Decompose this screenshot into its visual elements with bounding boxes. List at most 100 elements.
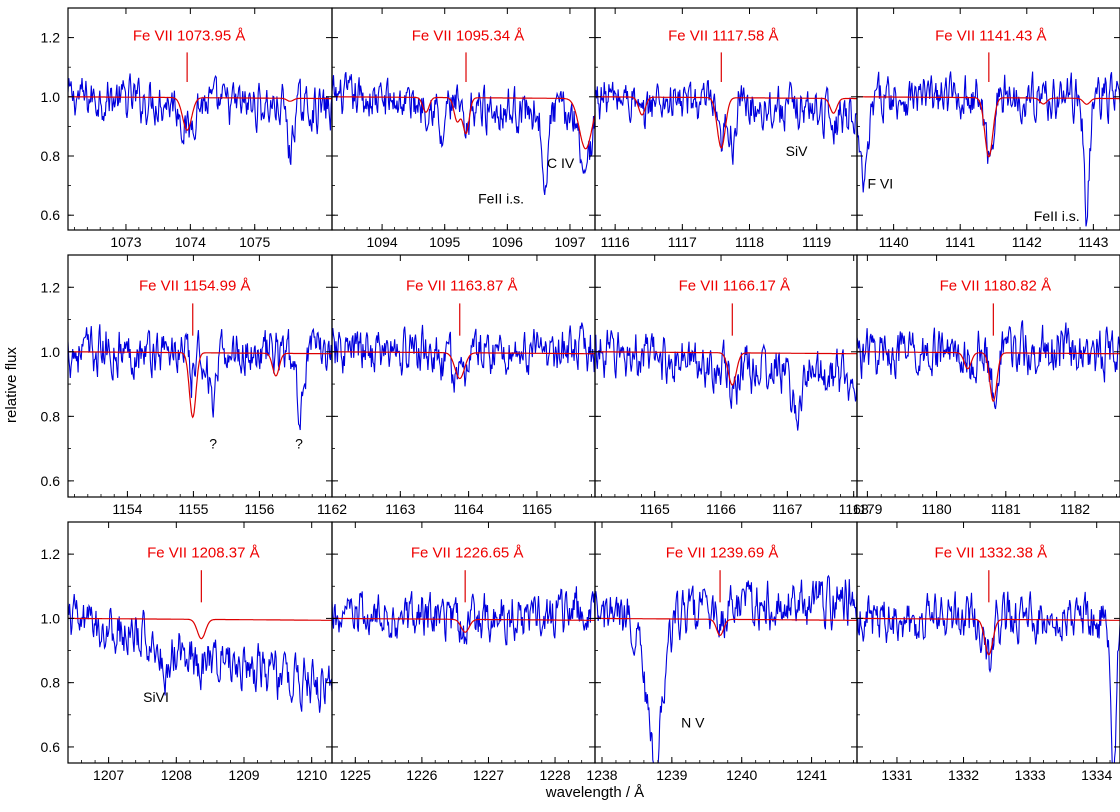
x-tick-label-5-1: 1154 <box>112 501 142 517</box>
x-tick-label-3-2: 1117 <box>668 234 697 250</box>
x-tick-label-8-3: 1181 <box>991 501 1021 517</box>
panel-title-11: Fe VII 1239.69 Å <box>666 544 779 561</box>
x-tick-label-2-4: 1097 <box>554 234 585 250</box>
model-spectrum-line-12 <box>857 617 1120 656</box>
panel-6: Fe VII 1163.87 Å 1162 1163 1164 1165 <box>317 254 596 517</box>
panel-10: Fe VII 1226.65 Å 1225 1226 1227 1228 <box>331 521 596 783</box>
panel-2: Fe VII 1095.34 Å C IV FeII i.s. 1094 1095 109… <box>331 7 596 250</box>
panel-title-6: Fe VII 1163.87 Å <box>406 277 517 294</box>
x-tick-label-5-2: 1155 <box>178 501 208 517</box>
model-spectrum-line-8 <box>857 351 1120 402</box>
model-spectrum-line-9 <box>68 617 332 640</box>
panel-5: Fe VII 1154.99 Å? ? 1154 1155 1156 0.6 0.8 1.0 1… <box>41 254 333 517</box>
panel-frame-8 <box>856 254 1120 498</box>
x-tick-label-7-2: 1166 <box>706 501 736 517</box>
model-spectrum-line-1 <box>68 96 332 131</box>
x-tick-label-10-3: 1227 <box>473 767 504 783</box>
x-tick-label-6-1: 1162 <box>317 501 347 517</box>
observed-spectrum-line-9 <box>68 593 332 713</box>
x-tick-label-9-3: 1209 <box>228 767 259 783</box>
x-tick-label-9-1: 1207 <box>93 767 124 783</box>
x-tick-label-6-4: 1165 <box>522 501 552 517</box>
observed-spectrum-line-10 <box>332 586 595 646</box>
model-spectrum-line-5 <box>68 351 332 419</box>
panel-title-12: Fe VII 1332.38 Å <box>935 544 1048 561</box>
panel-title-4: Fe VII 1141.43 Å <box>935 28 1046 45</box>
x-tick-label-5-3: 1156 <box>244 501 274 517</box>
panel-title-9: Fe VII 1208.37 Å <box>147 544 260 561</box>
x-tick-label-4-4: 1143 <box>1078 234 1108 250</box>
panel-title-1: Fe VII 1073.95 Å <box>133 28 246 45</box>
x-tick-label-12-3: 1333 <box>1015 767 1046 783</box>
panel-title-5: Fe VII 1154.99 Å <box>139 277 250 294</box>
x-tick-label-10-4: 1228 <box>539 767 570 783</box>
panel-3: Fe VII 1117.58 Å SiV 1116 1117 1118 1119 <box>594 7 858 250</box>
panel-12: Fe VII 1332.38 Å 1331 1332 1333 1334 <box>856 521 1120 783</box>
y-tick-label-3-1: 0.6 <box>41 739 61 755</box>
annotation-3-1: SiV <box>786 143 808 159</box>
annotation-5-2: ? <box>295 436 303 452</box>
annotation-11-1: N V <box>681 715 705 731</box>
x-tick-label-1-1: 1073 <box>110 234 141 250</box>
x-axis-label: wavelength / Å <box>545 784 644 801</box>
panel-title-2: Fe VII 1095.34 Å <box>412 28 525 45</box>
x-tick-label-10-1: 1225 <box>340 767 371 783</box>
x-tick-label-9-4: 1210 <box>296 767 327 783</box>
x-tick-label-11-3: 1240 <box>726 767 757 783</box>
y-tick-label-1-4: 1.2 <box>41 30 61 46</box>
x-tick-label-12-1: 1331 <box>881 767 912 783</box>
observed-spectrum-line-1 <box>68 73 332 165</box>
annotation-9-1: SiVI <box>143 689 169 705</box>
annotation-4-2: FeII i.s. <box>1034 208 1080 224</box>
y-tick-label-2-3: 1.0 <box>41 344 61 360</box>
x-tick-label-8-2: 1180 <box>922 501 952 517</box>
x-tick-label-3-4: 1119 <box>802 234 831 250</box>
observed-spectrum-line-11 <box>595 574 857 763</box>
x-tick-label-11-1: 1238 <box>586 767 617 783</box>
x-tick-label-4-1: 1140 <box>879 234 909 250</box>
panel-11: Fe VII 1239.69 Å N V 1238 1239 1240 1241 <box>586 521 858 783</box>
panel-9: Fe VII 1208.37 Å SiVI 1207 1208 1209 1210 0.6 0… <box>41 521 333 783</box>
y-tick-label-2-2: 0.8 <box>41 408 61 424</box>
x-tick-label-6-3: 1164 <box>454 501 484 517</box>
x-tick-label-7-4: 1168 <box>839 501 869 517</box>
observed-spectrum-line-7 <box>595 329 857 431</box>
annotation-2-2: FeII i.s. <box>478 190 524 206</box>
y-axis-label: relative flux <box>3 347 20 423</box>
y-tick-label-1-2: 0.8 <box>41 148 61 164</box>
model-spectrum-line-3 <box>595 96 857 149</box>
panel-title-8: Fe VII 1180.82 Å <box>940 277 1051 294</box>
x-tick-label-3-3: 1118 <box>735 234 764 250</box>
x-tick-label-11-4: 1241 <box>796 767 827 783</box>
x-tick-label-12-4: 1334 <box>1081 767 1112 783</box>
y-tick-label-1-1: 0.6 <box>41 207 61 223</box>
panel-frame-12 <box>856 521 1120 764</box>
x-tick-label-2-1: 1094 <box>367 234 398 250</box>
observed-spectrum-line-4 <box>857 71 1120 227</box>
model-spectrum-line-2 <box>332 96 595 150</box>
model-spectrum-line-4 <box>857 96 1120 158</box>
x-tick-label-10-2: 1226 <box>406 767 437 783</box>
x-tick-label-4-3: 1142 <box>1012 234 1042 250</box>
x-tick-label-11-2: 1239 <box>656 767 687 783</box>
x-tick-label-8-1: 1179 <box>852 501 882 517</box>
x-tick-label-1-2: 1074 <box>175 234 206 250</box>
x-tick-label-2-3: 1096 <box>492 234 523 250</box>
observed-spectrum-line-6 <box>332 322 595 393</box>
y-tick-label-2-1: 0.6 <box>41 473 61 489</box>
x-tick-label-7-3: 1167 <box>772 501 802 517</box>
panel-8: Fe VII 1180.82 Å 1179 1180 1181 1182 <box>852 254 1120 517</box>
model-spectrum-line-7 <box>595 351 857 386</box>
observed-spectrum-line-12 <box>857 591 1120 763</box>
panel-title-10: Fe VII 1226.65 Å <box>411 544 524 561</box>
panel-title-7: Fe VII 1166.17 Å <box>679 277 790 294</box>
model-spectrum-line-11 <box>595 617 857 637</box>
observed-spectrum-line-2 <box>332 72 595 195</box>
y-tick-label-3-3: 1.0 <box>41 610 61 626</box>
panel-4: Fe VII 1141.43 Å F VI FeII i.s. 1140 1141 114… <box>856 7 1120 250</box>
x-tick-label-9-2: 1208 <box>161 767 192 783</box>
panel-frame-4 <box>856 7 1120 231</box>
panel-1: Fe VII 1073.95 Å 1073 1074 1075 0.6 0.8 1.0 1.2 <box>41 7 333 250</box>
